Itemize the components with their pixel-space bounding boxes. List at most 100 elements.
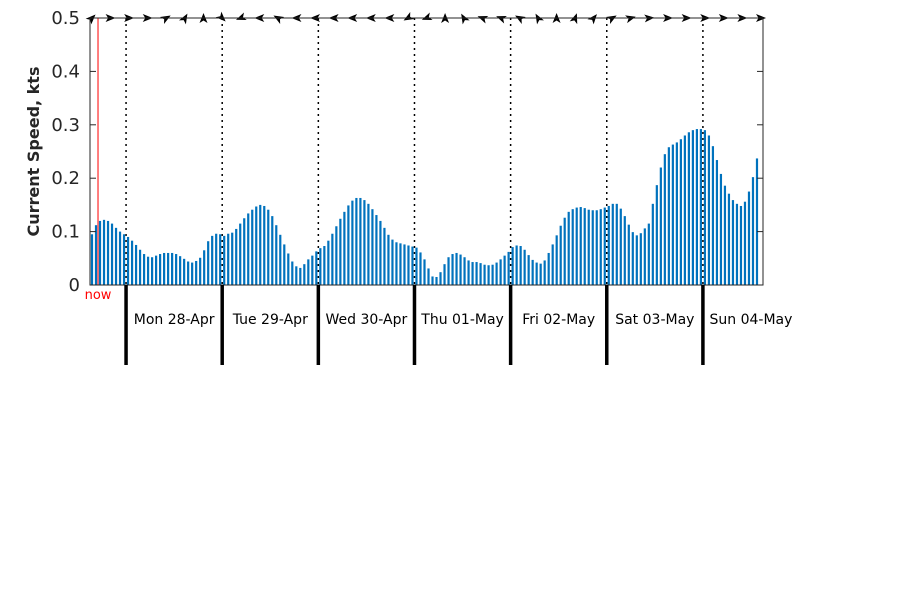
- speed-bar: [351, 200, 354, 285]
- now-label: now: [85, 288, 112, 303]
- speed-bar: [515, 245, 518, 285]
- speed-bar: [122, 234, 126, 285]
- speed-bar: [263, 205, 266, 285]
- speed-bar: [507, 251, 510, 285]
- speed-bar: [575, 207, 578, 285]
- speed-bar: [219, 234, 222, 285]
- speed-bar: [667, 147, 670, 285]
- speed-bar: [295, 266, 298, 285]
- y-tick-label: 0.1: [51, 222, 80, 243]
- y-tick-label: 0.4: [51, 61, 80, 82]
- speed-bar: [455, 252, 458, 285]
- speed-bar: [531, 259, 534, 285]
- speed-bar: [491, 264, 494, 285]
- y-tick-label: 0: [69, 275, 80, 296]
- speed-bar: [487, 265, 490, 285]
- speed-bar: [379, 220, 382, 285]
- speed-bar: [619, 208, 622, 285]
- speed-bar: [679, 139, 682, 285]
- direction-arrow-icon: [85, 14, 96, 25]
- speed-bar: [427, 268, 430, 285]
- speed-bar: [535, 262, 538, 285]
- speed-bar: [599, 209, 602, 285]
- speed-bar: [114, 227, 118, 285]
- day-label: Wed 30-Apr: [326, 312, 408, 328]
- speed-bar: [303, 264, 306, 285]
- speed-bar: [371, 209, 374, 285]
- speed-bar: [391, 239, 394, 285]
- speed-bar: [110, 223, 114, 285]
- speed-bar: [399, 243, 402, 285]
- speed-bar: [467, 260, 470, 285]
- y-tick-label: 0.3: [51, 115, 80, 136]
- speed-bar: [655, 185, 658, 285]
- speed-bar: [215, 233, 218, 285]
- y-axis-label: Current Speed, kts: [24, 67, 43, 237]
- speed-bar: [671, 144, 674, 285]
- speed-bar: [146, 256, 150, 285]
- speed-bar: [615, 203, 618, 285]
- speed-bar: [747, 191, 751, 285]
- speed-bar: [243, 218, 246, 285]
- speed-bar: [142, 254, 146, 285]
- speed-bar: [179, 256, 182, 285]
- speed-bar: [527, 255, 530, 285]
- speed-bar: [547, 252, 550, 285]
- speed-bar: [126, 236, 130, 285]
- speed-bar: [387, 234, 390, 285]
- speed-bar: [106, 220, 110, 285]
- speed-bar: [555, 235, 558, 285]
- speed-bar: [363, 200, 366, 285]
- speed-bar: [731, 200, 735, 285]
- speed-bar: [134, 244, 138, 285]
- speed-bar: [203, 250, 206, 285]
- speed-bar: [523, 249, 526, 285]
- speed-bar: [659, 167, 662, 285]
- speed-bar: [287, 253, 290, 285]
- speed-bar: [559, 225, 562, 285]
- speed-bar: [699, 129, 703, 285]
- speed-bar: [703, 130, 707, 285]
- speed-bar: [571, 209, 574, 285]
- speed-bar: [211, 235, 214, 285]
- speed-bar: [479, 263, 482, 285]
- speed-bar: [603, 207, 606, 285]
- speed-bar: [331, 233, 334, 285]
- speed-bar: [407, 245, 410, 285]
- speed-bar: [90, 234, 94, 285]
- speed-bar: [159, 254, 162, 285]
- speed-bar: [259, 204, 262, 285]
- speed-bar: [319, 248, 322, 285]
- speed-bar: [711, 146, 715, 285]
- now-marker: now: [85, 18, 112, 303]
- speed-bar: [255, 206, 258, 285]
- speed-bar: [191, 262, 194, 285]
- speed-bar: [347, 205, 350, 285]
- day-label: Mon 28-Apr: [134, 312, 215, 328]
- direction-arrow-icon: [215, 11, 226, 22]
- speed-bar: [691, 130, 694, 285]
- day-label: Thu 01-May: [420, 312, 504, 328]
- speed-bar: [251, 209, 254, 285]
- speed-bar: [235, 228, 238, 285]
- speed-bar: [471, 262, 474, 285]
- speed-bar: [587, 209, 590, 285]
- day-label: Sat 03-May: [615, 312, 694, 328]
- speed-bar: [639, 233, 642, 285]
- speed-bar: [695, 129, 698, 285]
- direction-arrow-icon: [587, 14, 597, 25]
- plot-frame: [89, 17, 764, 286]
- speed-bar: [175, 254, 178, 285]
- speed-bar: [719, 173, 723, 285]
- y-tick-label: 0.5: [51, 8, 80, 29]
- speed-bar: [727, 193, 731, 285]
- speed-bar: [343, 211, 346, 285]
- speed-bar: [150, 257, 154, 285]
- day-label: Sun 04-May: [710, 312, 793, 328]
- speed-bar: [163, 252, 166, 285]
- speed-bar: [723, 185, 727, 285]
- speed-bar: [459, 254, 462, 285]
- speed-bar: [183, 258, 186, 285]
- speed-bar: [567, 211, 570, 285]
- speed-bar: [647, 223, 650, 285]
